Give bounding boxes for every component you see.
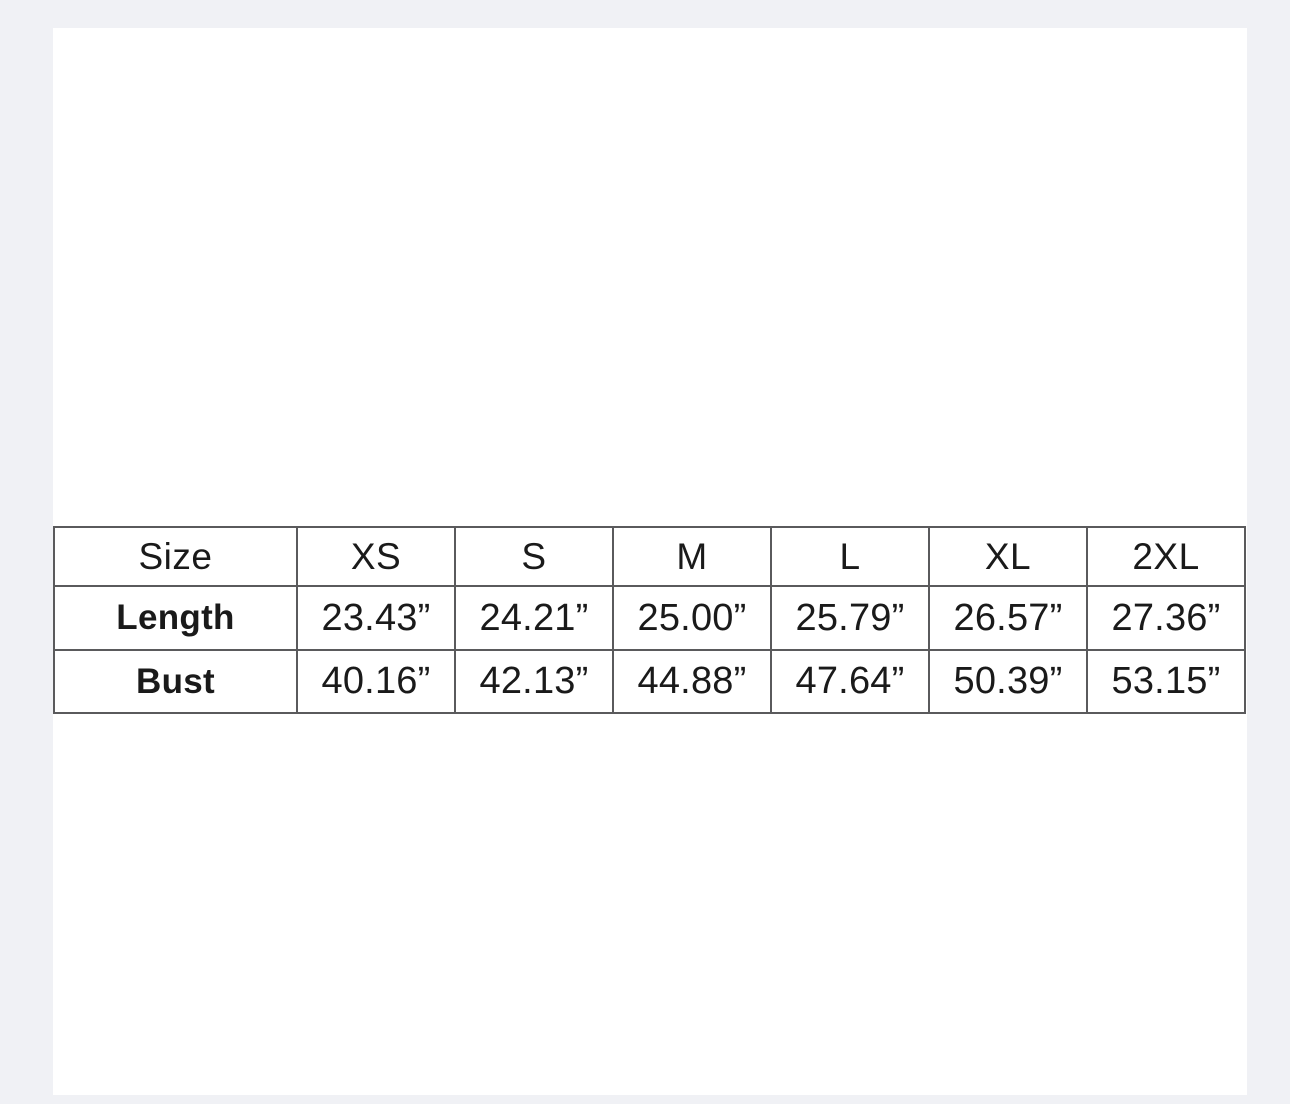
length-value-s: 24.21” bbox=[454, 585, 614, 651]
length-value-xs: 23.43” bbox=[296, 585, 456, 651]
header-cell-2xl: 2XL bbox=[1086, 526, 1246, 587]
header-cell-l: L bbox=[770, 526, 930, 587]
bust-value-xs: 40.16” bbox=[296, 649, 456, 714]
row-label-length: Length bbox=[53, 585, 298, 651]
size-chart-table: Size XS S M L XL 2XL Length 23.43” 24.21… bbox=[53, 526, 1246, 714]
length-value-xl: 26.57” bbox=[928, 585, 1088, 651]
bust-value-2xl: 53.15” bbox=[1086, 649, 1246, 714]
bust-value-xl: 50.39” bbox=[928, 649, 1088, 714]
table-header-row: Size XS S M L XL 2XL bbox=[53, 526, 1246, 587]
length-value-2xl: 27.36” bbox=[1086, 585, 1246, 651]
table-row: Bust 40.16” 42.13” 44.88” 47.64” 50.39” … bbox=[53, 649, 1246, 714]
bust-value-m: 44.88” bbox=[612, 649, 772, 714]
header-cell-size: Size bbox=[53, 526, 298, 587]
bust-value-l: 47.64” bbox=[770, 649, 930, 714]
length-value-m: 25.00” bbox=[612, 585, 772, 651]
bust-value-s: 42.13” bbox=[454, 649, 614, 714]
header-cell-s: S bbox=[454, 526, 614, 587]
length-value-l: 25.79” bbox=[770, 585, 930, 651]
header-cell-m: M bbox=[612, 526, 772, 587]
size-chart: Size XS S M L XL 2XL Length 23.43” 24.21… bbox=[53, 526, 1246, 714]
header-cell-xl: XL bbox=[928, 526, 1088, 587]
header-cell-xs: XS bbox=[296, 526, 456, 587]
table-row: Length 23.43” 24.21” 25.00” 25.79” 26.57… bbox=[53, 585, 1246, 651]
row-label-bust: Bust bbox=[53, 649, 298, 714]
